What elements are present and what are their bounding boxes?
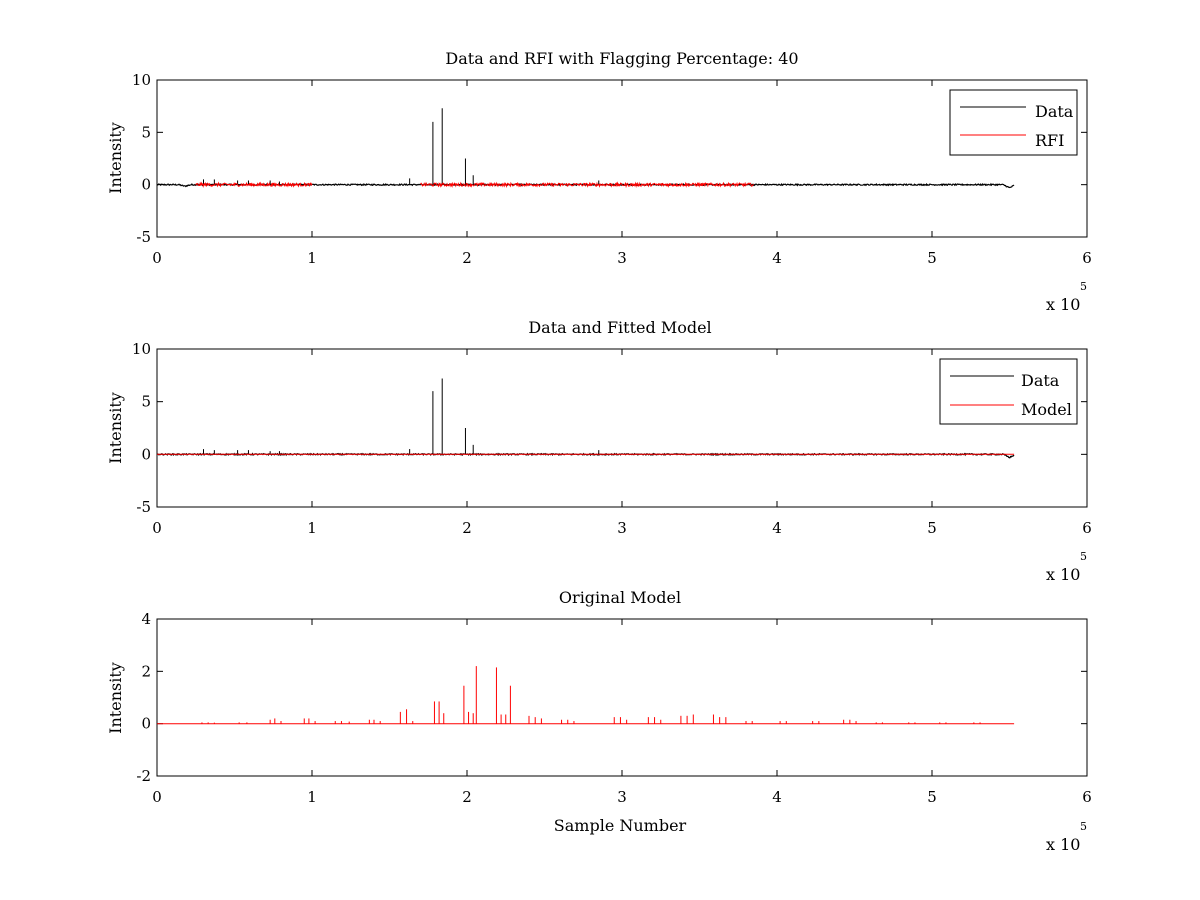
panel-rfi: Data and RFI with Flagging Percentage: 4… — [106, 49, 1092, 314]
x-tick-label: 4 — [772, 788, 782, 806]
y-tick-label: -5 — [136, 228, 151, 246]
y-tick-label: 5 — [141, 123, 151, 141]
x-tick-label: 5 — [927, 788, 937, 806]
panel-rfi-x-multiplier: x 10 — [1046, 295, 1080, 314]
panel-model-title: Data and Fitted Model — [528, 318, 711, 337]
x-tick-label: 3 — [617, 788, 627, 806]
y-tick-label: 10 — [132, 71, 151, 89]
panel-model-ylabel: Intensity — [106, 392, 125, 464]
x-tick-label: 1 — [307, 519, 317, 537]
x-tick-label: 3 — [617, 519, 627, 537]
x-tick-label: 1 — [307, 788, 317, 806]
y-tick-label: 2 — [141, 662, 151, 680]
panel-rfi-legend-box — [949, 89, 1078, 156]
x-tick-label: 5 — [927, 249, 937, 267]
x-tick-label: 0 — [152, 519, 162, 537]
x-tick-label: 4 — [772, 519, 782, 537]
x-tick-label: 6 — [1082, 519, 1092, 537]
panel-model-series — [156, 378, 1015, 459]
y-tick-label: 10 — [132, 340, 151, 358]
panel-original-x-multiplier: x 10 — [1046, 835, 1080, 854]
panel-model-x-multiplier: x 10 — [1046, 565, 1080, 584]
x-tick-label: 2 — [462, 519, 472, 537]
x-tick-label: 5 — [927, 519, 937, 537]
y-tick-label: -2 — [136, 767, 151, 785]
panel-rfi-ylabel: Intensity — [106, 122, 125, 194]
x-tick-label: 0 — [152, 249, 162, 267]
panel-original-series — [157, 666, 1015, 725]
panel-model-legend: Data Model — [939, 358, 1078, 425]
panel-rfi-title: Data and RFI with Flagging Percentage: 4… — [445, 49, 798, 68]
panel-original-ylabel: Intensity — [106, 662, 125, 734]
x-tick-label: 3 — [617, 249, 627, 267]
y-tick-label: -5 — [136, 498, 151, 516]
rfi-segment — [195, 181, 313, 189]
panel-rfi-x-exponent: 5 — [1080, 280, 1087, 293]
panel-original-xlabel: Sample Number — [554, 816, 687, 835]
x-tick-label: 0 — [152, 788, 162, 806]
panel-rfi-series — [156, 108, 1015, 189]
panel-rfi-legend: Data RFI — [949, 89, 1078, 156]
x-tick-label: 2 — [462, 788, 472, 806]
x-tick-label: 2 — [462, 249, 472, 267]
y-tick-label: 0 — [141, 715, 151, 733]
x-tick-label: 6 — [1082, 788, 1092, 806]
legend-model-label: Model — [1021, 400, 1072, 419]
x-tick-label: 1 — [307, 249, 317, 267]
panel-original-title: Original Model — [559, 588, 681, 607]
y-tick-label: 0 — [141, 176, 151, 194]
legend-data2-label: Data — [1021, 371, 1060, 390]
x-tick-label: 4 — [772, 249, 782, 267]
panel-model-x-exponent: 5 — [1080, 550, 1087, 563]
rfi-segment — [420, 181, 754, 189]
legend-data-label: Data — [1035, 102, 1074, 121]
y-tick-label: 0 — [141, 445, 151, 463]
x-tick-label: 6 — [1082, 249, 1092, 267]
panel-original-x-exponent: 5 — [1080, 820, 1087, 833]
y-tick-label: 4 — [141, 610, 151, 628]
legend-rfi-label: RFI — [1035, 131, 1064, 150]
y-tick-label: 5 — [141, 393, 151, 411]
panel-model-legend-box — [939, 358, 1078, 425]
panel-model: Data and Fitted Model Intensity 0 1 2 3 4 5 6 1… — [106, 318, 1092, 584]
